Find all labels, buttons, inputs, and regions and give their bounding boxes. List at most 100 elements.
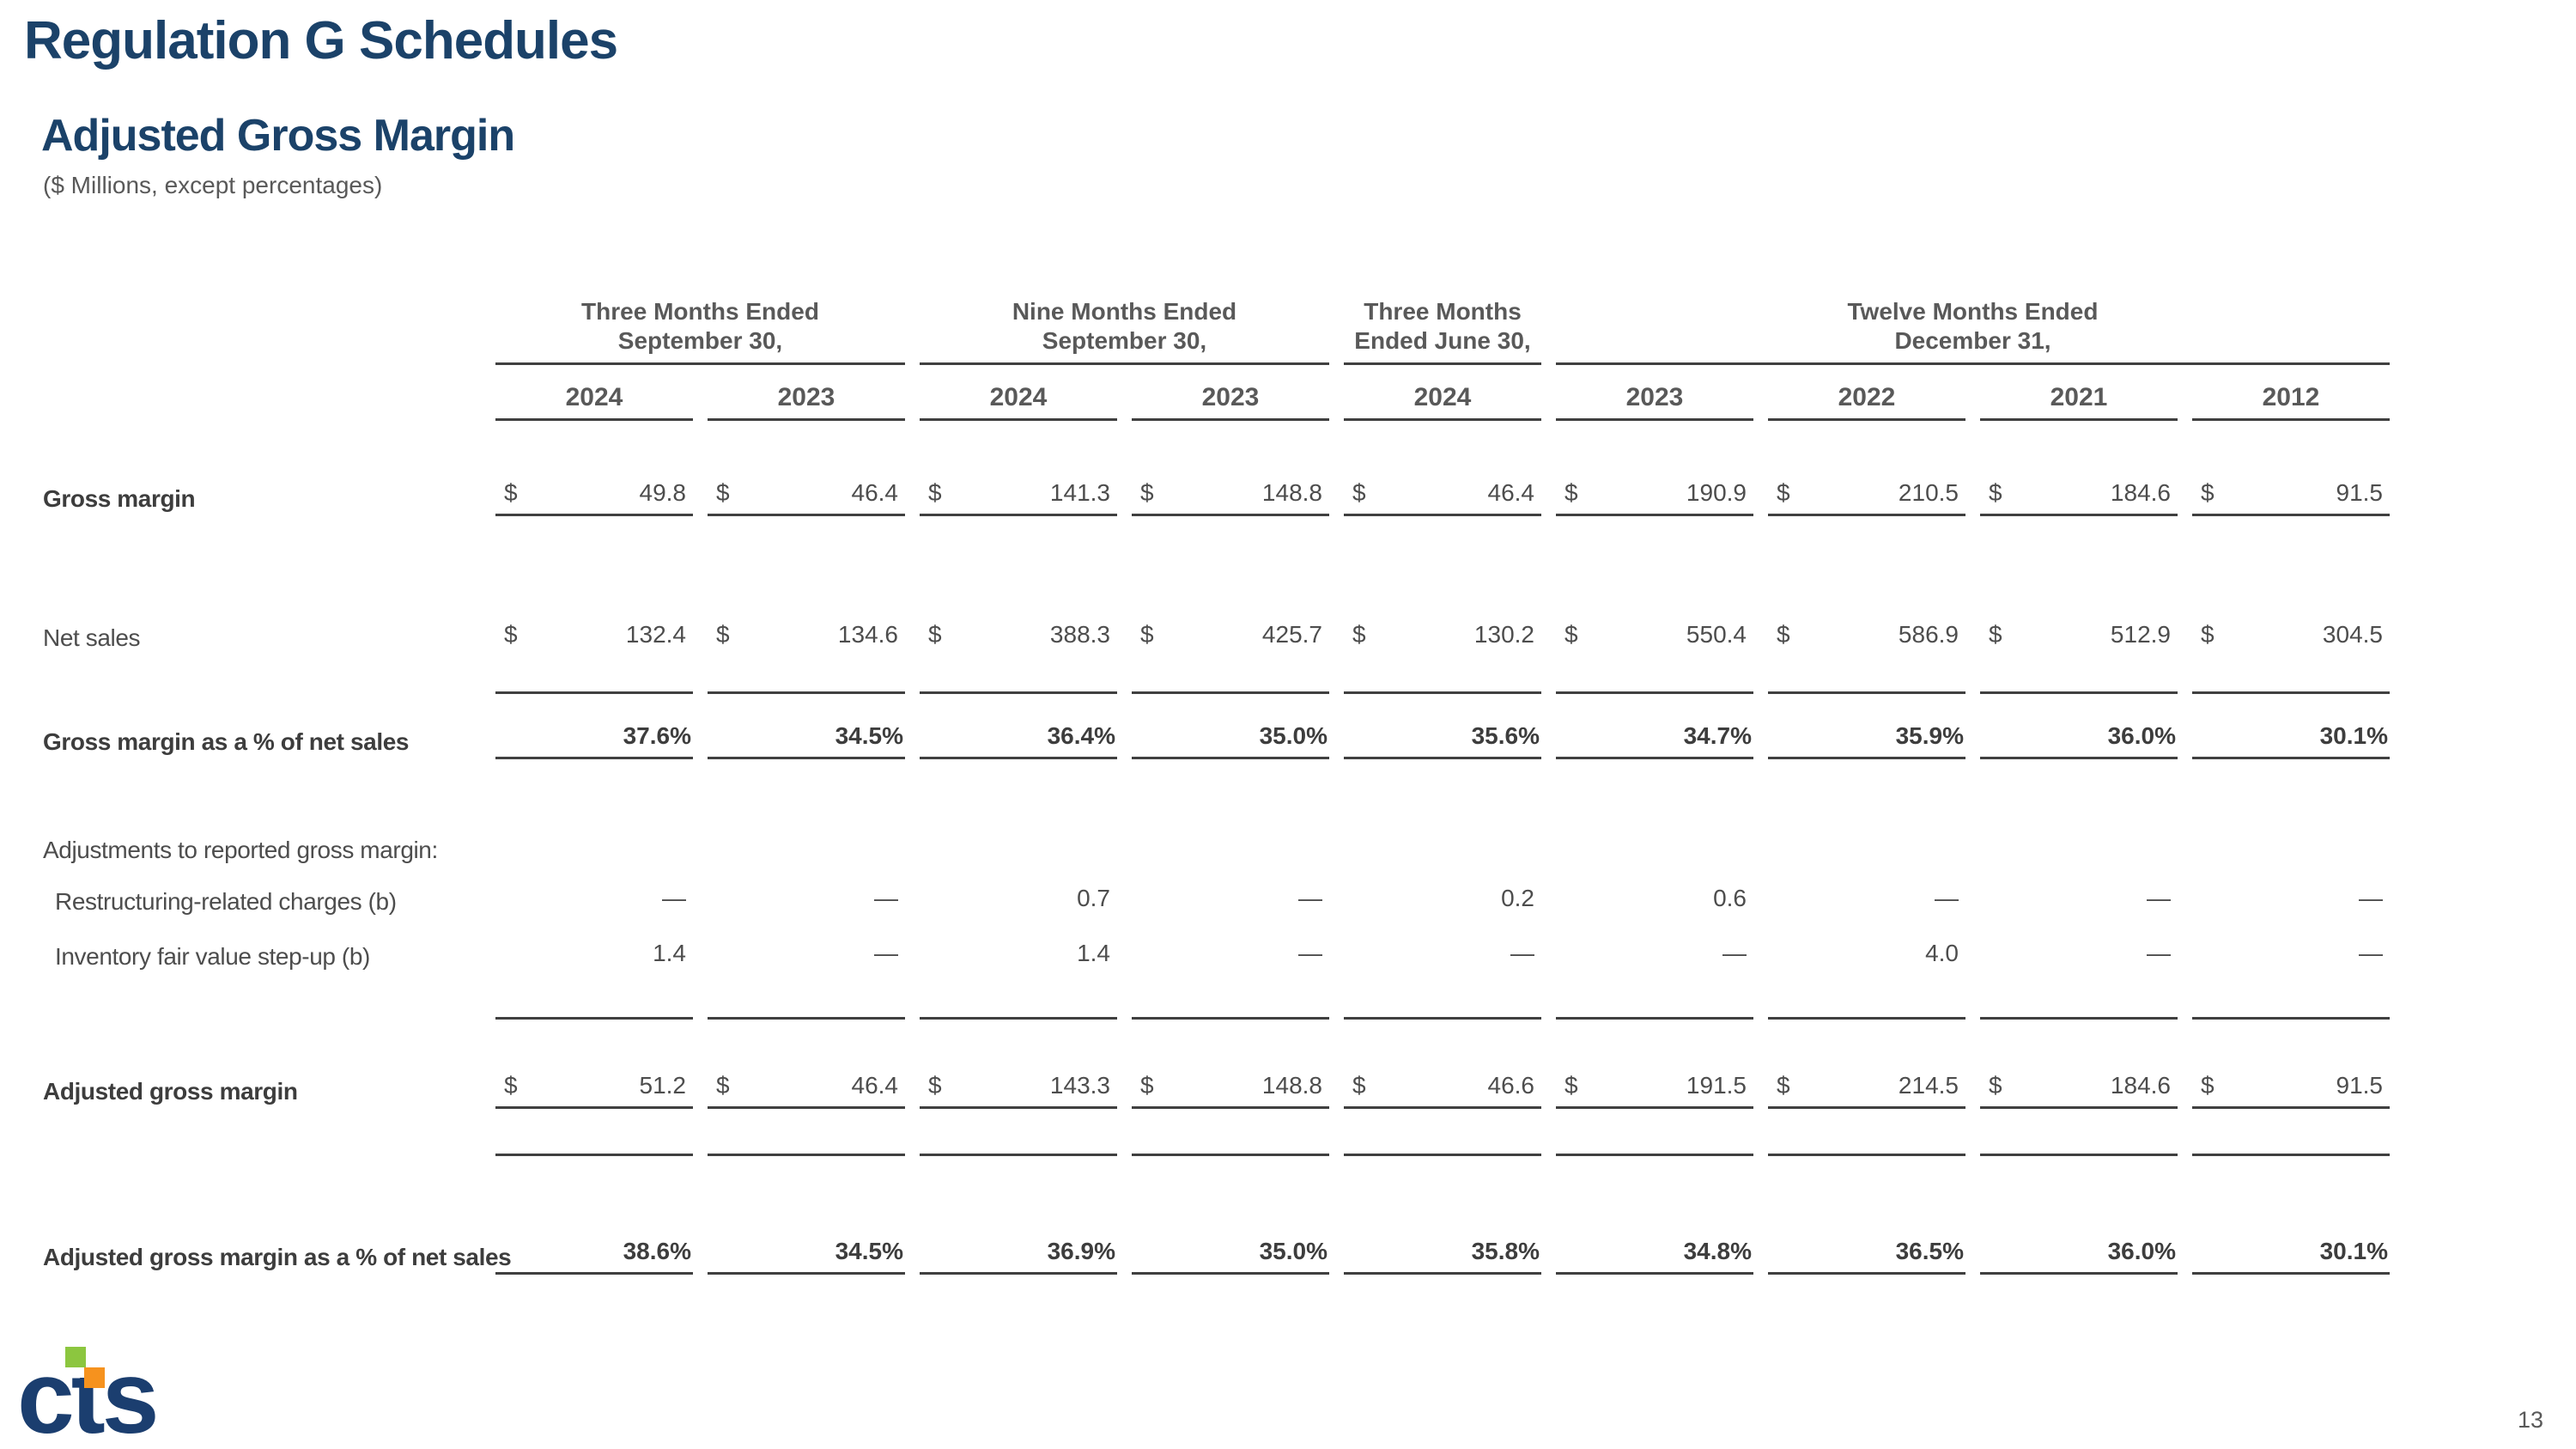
- table-row: Restructuring-related charges (b) — — 0.7 — 0…: [43, 881, 2396, 919]
- rule-line: [2192, 1017, 2390, 1022]
- cell-value: 132.4: [625, 621, 686, 648]
- cts-logo: cts: [17, 1346, 206, 1449]
- section-title: Adjusted Gross Margin: [41, 111, 515, 161]
- cell-value: 130.2: [1473, 621, 1534, 648]
- value-cell: $388.3: [920, 618, 1117, 655]
- value-cell: 37.6%: [495, 719, 693, 759]
- cell-value: 148.8: [1261, 1072, 1322, 1099]
- dollar-sign: $: [1564, 1072, 1578, 1099]
- rule-line: [1556, 1154, 1753, 1159]
- column-group-header: Three Months Ended June 30,: [1344, 273, 1541, 365]
- cell-value: 34.5%: [835, 722, 903, 749]
- cell-value: —: [2359, 940, 2383, 966]
- cell-value: —: [2147, 885, 2171, 911]
- cell-value: 550.4: [1686, 621, 1747, 648]
- cell-value: 35.6%: [1471, 722, 1540, 749]
- column-group-line1: Three Months Ended: [581, 298, 819, 325]
- cell-value: 46.6: [1487, 1072, 1535, 1099]
- value-cell: 38.6%: [495, 1234, 693, 1275]
- value-cell: $425.7: [1132, 618, 1329, 655]
- cell-value: —: [1935, 885, 1959, 911]
- value-cell: 4.0: [1768, 936, 1965, 974]
- dollar-sign: $: [1989, 1072, 2002, 1099]
- cell-value: 91.5: [2336, 1072, 2384, 1099]
- cell-value: —: [2359, 885, 2383, 911]
- value-cell: 34.5%: [708, 1234, 905, 1275]
- rule-line: [1344, 1154, 1541, 1159]
- dollar-sign: $: [928, 1072, 942, 1099]
- table-row: Gross margin $49.8 $46.4 $141.3 $148.8 $46.4 $…: [43, 476, 2396, 516]
- rule-line: [920, 1017, 1117, 1022]
- page-title: Regulation G Schedules: [24, 11, 618, 70]
- value-cell: $51.2: [495, 1068, 693, 1109]
- dollar-sign: $: [716, 621, 730, 648]
- cell-value: —: [1722, 940, 1747, 966]
- rule-line: [920, 1154, 1117, 1159]
- table-row-years: 2024 2023 2024 2023 2024 2023 2022 2021 2012: [43, 382, 2396, 421]
- year-header: 2024: [920, 382, 1117, 421]
- dollar-sign: $: [1777, 1072, 1790, 1099]
- dollar-sign: $: [1140, 621, 1154, 648]
- cell-value: 35.0%: [1259, 1238, 1327, 1264]
- table-rule-row: [43, 1154, 2396, 1159]
- row-label: Gross margin: [43, 485, 196, 512]
- rule-line: [1132, 691, 1329, 697]
- value-cell: $184.6: [1980, 1068, 2178, 1109]
- cell-value: 210.5: [1898, 479, 1959, 506]
- dollar-sign: $: [928, 479, 942, 506]
- value-cell: —: [708, 881, 905, 919]
- cell-value: 46.4: [851, 1072, 899, 1099]
- cell-value: 0.2: [1501, 885, 1534, 911]
- cell-value: 586.9: [1898, 621, 1959, 648]
- value-cell: $550.4: [1556, 618, 1753, 655]
- value-cell: 36.4%: [920, 719, 1117, 759]
- value-cell: $148.8: [1132, 1068, 1329, 1109]
- value-cell: 30.1%: [2192, 1234, 2390, 1275]
- value-cell: $190.9: [1556, 476, 1753, 516]
- rule-line: [1980, 1154, 2178, 1159]
- value-cell: 36.9%: [920, 1234, 1117, 1275]
- units-note: ($ Millions, except percentages): [43, 172, 383, 198]
- dollar-sign: $: [2201, 621, 2215, 648]
- rule-line: [1556, 691, 1753, 697]
- dollar-sign: $: [504, 1072, 518, 1099]
- value-cell: 30.1%: [2192, 719, 2390, 759]
- section-label: Adjustments to reported gross margin:: [43, 837, 438, 863]
- value-cell: $46.6: [1344, 1068, 1541, 1109]
- rule-line: [708, 691, 905, 697]
- cell-value: —: [662, 885, 686, 911]
- logo-orange-square: [84, 1367, 105, 1388]
- cell-value: 38.6%: [623, 1238, 691, 1264]
- value-cell: $130.2: [1344, 618, 1541, 655]
- page-number: 13: [2517, 1407, 2543, 1433]
- year-header: 2023: [1132, 382, 1329, 421]
- rule-line: [920, 691, 1117, 697]
- cell-value: 190.9: [1686, 479, 1747, 506]
- value-cell: —: [1980, 881, 2178, 919]
- dollar-sign: $: [1989, 479, 2002, 506]
- cell-value: 35.0%: [1259, 722, 1327, 749]
- value-cell: $191.5: [1556, 1068, 1753, 1109]
- column-group-header: Nine Months Ended September 30,: [920, 273, 1329, 365]
- value-cell: $214.5: [1768, 1068, 1965, 1109]
- value-cell: 35.6%: [1344, 719, 1541, 759]
- rule-line: [2192, 1154, 2390, 1159]
- row-label: Inventory fair value step-up (b): [55, 943, 370, 970]
- value-cell: $210.5: [1768, 476, 1965, 516]
- row-label: Restructuring-related charges (b): [55, 888, 397, 915]
- dollar-sign: $: [1140, 1072, 1154, 1099]
- dollar-sign: $: [1352, 1072, 1366, 1099]
- dollar-sign: $: [1989, 621, 2002, 648]
- row-label: Adjusted gross margin: [43, 1078, 298, 1105]
- table-row: Gross margin as a % of net sales 37.6% 34.…: [43, 719, 2396, 759]
- dollar-sign: $: [1140, 479, 1154, 506]
- value-cell: 1.4: [495, 936, 693, 974]
- dollar-sign: $: [716, 1072, 730, 1099]
- column-group-line2: September 30,: [617, 327, 783, 354]
- value-cell: —: [2192, 936, 2390, 974]
- cell-value: 35.8%: [1471, 1238, 1540, 1264]
- rule-line: [495, 1017, 693, 1022]
- table-row: Adjusted gross margin $51.2 $46.4 $143.3 $14…: [43, 1068, 2396, 1109]
- value-cell: $91.5: [2192, 476, 2390, 516]
